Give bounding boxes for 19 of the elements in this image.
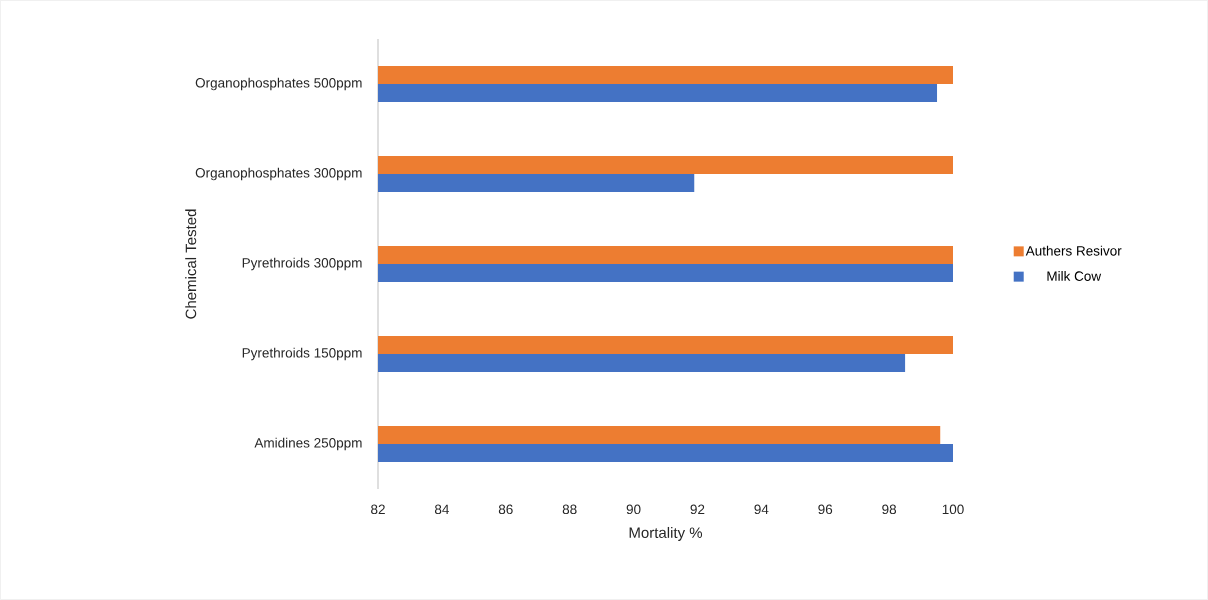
legend-label: Milk Cow [1047, 271, 1102, 281]
y-tick-label: Amidines 250ppm [254, 437, 362, 451]
y-tick-label: Pyrethroids 150ppm [242, 347, 362, 361]
x-tick-label: 100 [942, 504, 964, 515]
y-tick-label: Organophosphates 300ppm [195, 167, 362, 181]
x-tick-label: 96 [818, 504, 833, 515]
y-axis-title: Chemical Tested [185, 209, 197, 319]
y-tick-label: Pyrethroids 300ppm [242, 257, 362, 271]
x-tick-label: 98 [882, 504, 897, 515]
x-tick-label: 94 [754, 504, 769, 515]
x-tick-label: 86 [498, 504, 513, 515]
y-tick-label: Organophosphates 500ppm [195, 77, 362, 91]
x-tick-label: 84 [434, 504, 450, 515]
x-tick-label: 90 [626, 504, 641, 515]
x-tick-label: 82 [371, 504, 385, 515]
x-tick-label: 92 [690, 504, 705, 515]
x-axis-title: Mortality % [629, 526, 703, 541]
legend-label: Authers Resivor [1025, 245, 1122, 256]
x-tick-label: 88 [562, 504, 577, 515]
